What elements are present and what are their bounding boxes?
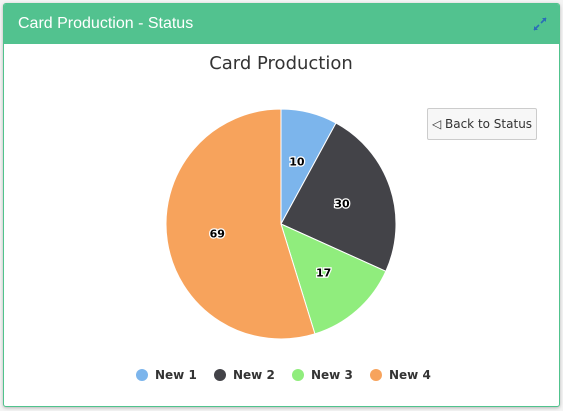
legend-marker-2: [214, 369, 226, 381]
legend-label-2: New 2: [233, 368, 275, 382]
legend-marker-4: [370, 369, 382, 381]
legend-marker-1: [136, 369, 148, 381]
data-label-3: 17: [316, 266, 331, 279]
pie-slices: [165, 108, 397, 340]
pie-slice-2[interactable]: [280, 122, 397, 272]
legend-label-1: New 1: [155, 368, 197, 382]
legend-label-4: New 4: [389, 368, 431, 382]
chart-title: Card Production: [209, 53, 353, 74]
back-arrow-icon: ◁: [431, 117, 442, 131]
back-button-label: Back to Status: [445, 117, 533, 131]
data-label-2: 30: [334, 197, 350, 210]
pie-slice-4[interactable]: [165, 108, 316, 340]
legend-item-2[interactable]: New 2: [214, 368, 275, 382]
chart-area: Card Production 10 30 17 69 New 1 New 2 New 3…: [4, 44, 559, 406]
panel-header: Card Production - Status: [4, 4, 559, 44]
pie-slice-3[interactable]: [280, 223, 387, 335]
expand-icon[interactable]: [532, 16, 548, 32]
status-panel: Card Production - Status Card Production…: [3, 3, 560, 407]
legend-item-3[interactable]: New 3: [292, 368, 353, 382]
legend-item-4[interactable]: New 4: [370, 368, 431, 382]
data-label-4: 69: [210, 228, 225, 241]
legend-label-3: New 3: [311, 368, 353, 382]
back-to-status-button[interactable]: ◁ Back to Status: [427, 108, 537, 140]
legend-marker-3: [292, 369, 304, 381]
legend-item-1[interactable]: New 1: [136, 368, 197, 382]
chart-legend: New 1 New 2 New 3 New 4: [136, 368, 431, 382]
panel-title: Card Production - Status: [18, 15, 194, 32]
pie-chart: Card Production 10 30 17 69 New 1 New 2 New 3…: [136, 53, 431, 382]
pie-data-labels: 10 30 17 69: [208, 154, 351, 280]
data-label-1: 10: [289, 156, 305, 169]
